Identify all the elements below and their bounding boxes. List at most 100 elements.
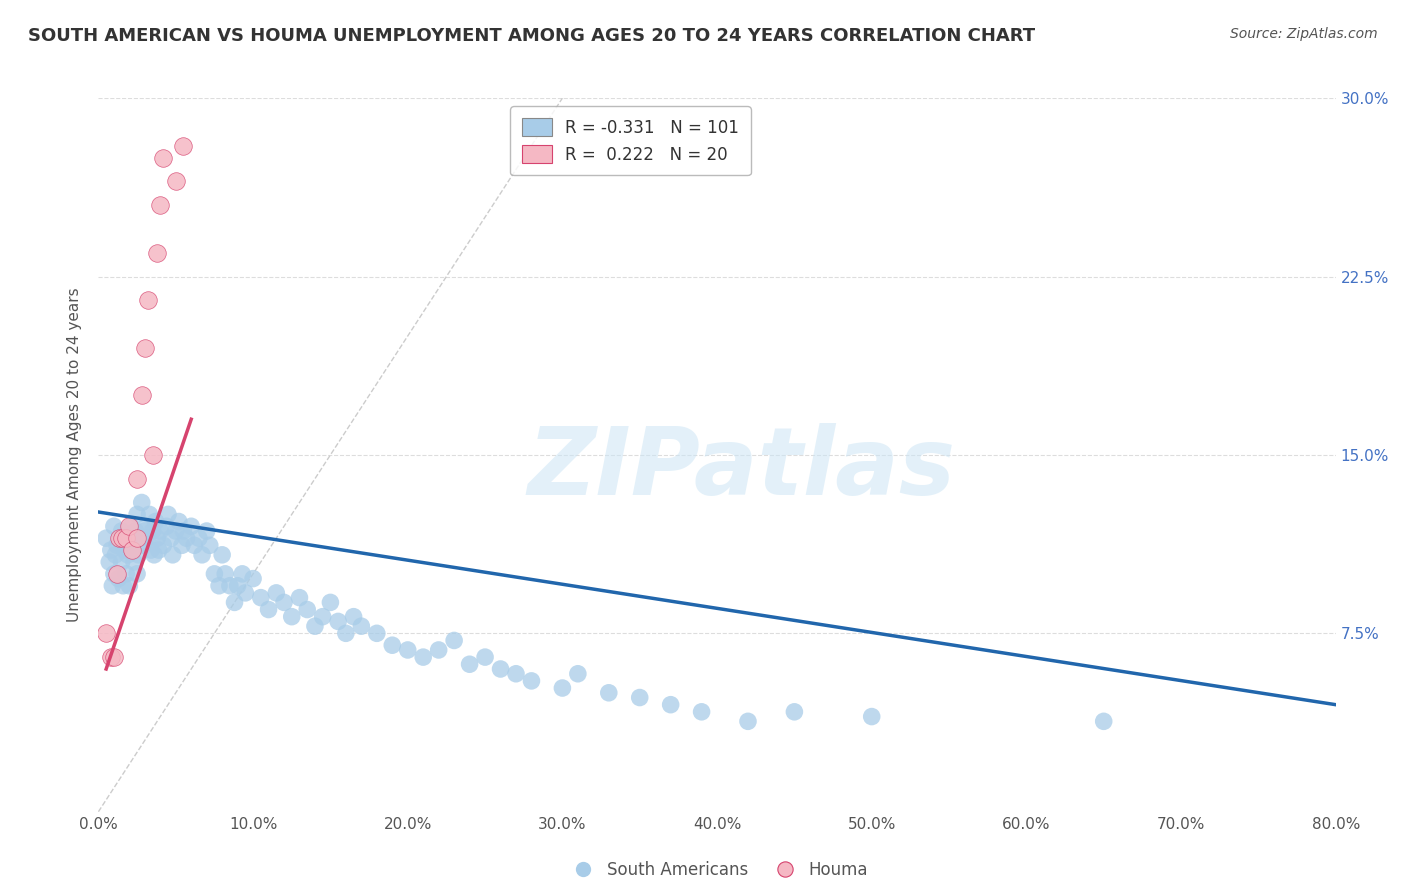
Point	[458, 657, 481, 672]
Point	[257, 602, 280, 616]
Point	[520, 673, 543, 688]
Point	[149, 524, 172, 538]
Point	[198, 538, 221, 552]
Point	[122, 555, 145, 569]
Point	[214, 566, 236, 581]
Point	[297, 602, 319, 616]
Point	[115, 566, 138, 581]
Point	[173, 138, 195, 153]
Point	[139, 543, 162, 558]
Point	[134, 524, 156, 538]
Point	[111, 524, 134, 538]
Point	[443, 633, 465, 648]
Point	[104, 548, 127, 562]
Point	[155, 519, 177, 533]
Point	[183, 538, 205, 552]
Point	[208, 579, 231, 593]
Point	[136, 531, 159, 545]
Point	[138, 508, 160, 522]
Point	[146, 245, 169, 260]
Point	[1092, 714, 1115, 729]
Point	[128, 548, 150, 562]
Point	[304, 619, 326, 633]
Point	[115, 538, 138, 552]
Point	[396, 643, 419, 657]
Point	[188, 531, 211, 545]
Point	[273, 595, 295, 609]
Point	[860, 709, 883, 723]
Point	[167, 515, 190, 529]
Point	[111, 555, 134, 569]
Point	[266, 586, 288, 600]
Point	[250, 591, 273, 605]
Point	[127, 472, 149, 486]
Point	[152, 538, 174, 552]
Y-axis label: Unemployment Among Ages 20 to 24 years: Unemployment Among Ages 20 to 24 years	[67, 287, 83, 623]
Point	[783, 705, 806, 719]
Point	[127, 566, 149, 581]
Point	[195, 524, 218, 538]
Point	[142, 448, 165, 462]
Point	[690, 705, 713, 719]
Text: SOUTH AMERICAN VS HOUMA UNEMPLOYMENT AMONG AGES 20 TO 24 YEARS CORRELATION CHART: SOUTH AMERICAN VS HOUMA UNEMPLOYMENT AMO…	[28, 27, 1035, 45]
Point	[235, 586, 257, 600]
Point	[176, 531, 198, 545]
Point	[628, 690, 651, 705]
Point	[107, 531, 129, 545]
Point	[219, 579, 242, 593]
Point	[127, 531, 149, 545]
Text: Source: ZipAtlas.com: Source: ZipAtlas.com	[1230, 27, 1378, 41]
Point	[326, 615, 350, 629]
Point	[145, 515, 167, 529]
Point	[98, 555, 121, 569]
Point	[242, 572, 264, 586]
Point	[173, 524, 195, 538]
Point	[101, 579, 124, 593]
Point	[129, 531, 152, 545]
Point	[551, 681, 574, 695]
Point	[319, 595, 342, 609]
Point	[165, 524, 187, 538]
Point	[131, 495, 153, 509]
Point	[111, 531, 134, 545]
Point	[100, 543, 122, 558]
Point	[737, 714, 759, 729]
Point	[489, 662, 512, 676]
Point	[191, 548, 214, 562]
Point	[204, 566, 226, 581]
Point	[226, 579, 249, 593]
Point	[107, 572, 129, 586]
Point	[131, 388, 153, 402]
Point	[474, 650, 496, 665]
Point	[152, 151, 174, 165]
Point	[149, 198, 172, 212]
Point	[118, 579, 141, 593]
Point	[165, 174, 187, 188]
Point	[135, 519, 157, 533]
Point	[121, 543, 143, 558]
Point	[108, 531, 131, 545]
Point	[148, 543, 170, 558]
Point	[115, 531, 138, 545]
Point	[143, 548, 166, 562]
Point	[160, 531, 183, 545]
Text: ZIPatlas: ZIPatlas	[527, 423, 956, 516]
Point	[118, 519, 141, 533]
Point	[121, 543, 143, 558]
Point	[288, 591, 311, 605]
Point	[567, 666, 589, 681]
Point	[96, 531, 118, 545]
Point	[100, 650, 122, 665]
Point	[170, 538, 193, 552]
Point	[103, 566, 125, 581]
Point	[105, 538, 128, 552]
Point	[312, 609, 335, 624]
Point	[224, 595, 246, 609]
Point	[598, 686, 620, 700]
Point	[231, 566, 253, 581]
Point	[366, 626, 388, 640]
Legend: South Americans, Houma: South Americans, Houma	[560, 855, 875, 886]
Point	[427, 643, 450, 657]
Point	[659, 698, 682, 712]
Point	[412, 650, 434, 665]
